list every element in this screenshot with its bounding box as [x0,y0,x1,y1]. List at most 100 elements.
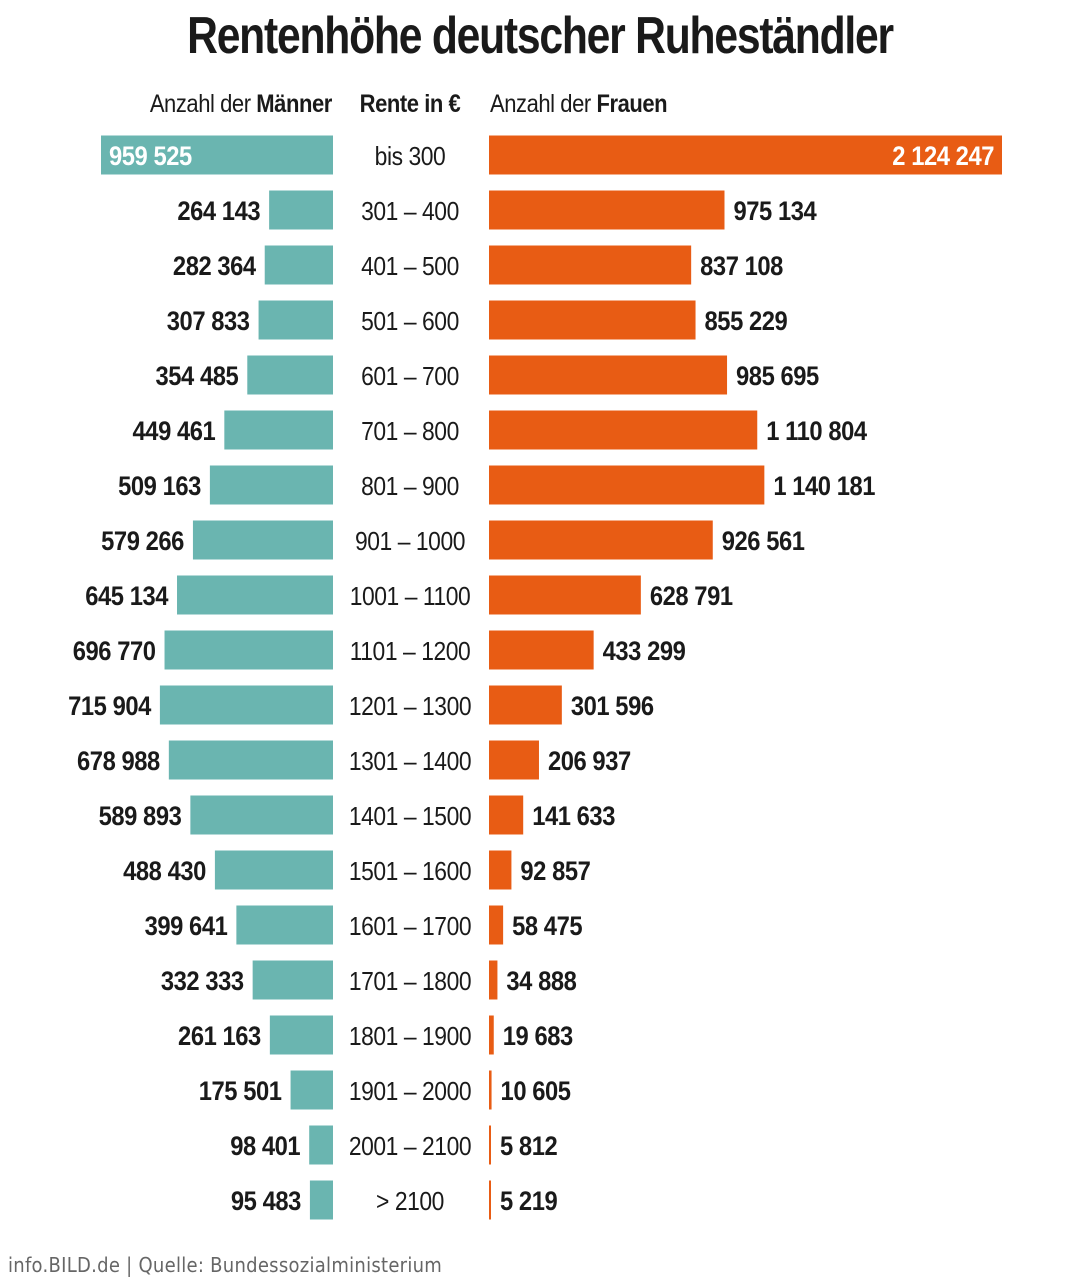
women-value-label: 58 475 [512,912,582,942]
women-bar [489,520,713,560]
women-bar [489,1070,492,1110]
men-bar [177,575,333,615]
category-label: 1501 – 1600 [349,858,471,887]
women-bar [489,1015,494,1055]
men-value-label: 261 163 [178,1022,261,1052]
men-value-label: 488 430 [123,857,206,887]
women-bar [489,135,1002,175]
women-bar [489,1125,491,1165]
women-column-header: Anzahl der Frauen [490,90,668,119]
women-value-label: 433 299 [603,637,686,667]
men-value-label: 399 641 [145,912,228,942]
category-label: 1801 – 1900 [349,1023,471,1052]
men-value-label: 715 904 [68,692,151,722]
category-label: 901 – 1000 [355,528,465,557]
men-bar [269,190,333,230]
men-value-label: 282 364 [173,252,256,282]
men-value-label: 95 483 [231,1187,301,1217]
men-value-label: 98 401 [230,1132,300,1162]
men-bar [309,1180,333,1220]
men-bar [309,1125,333,1165]
women-bar [489,245,692,285]
category-label: 701 – 800 [361,418,459,447]
women-bar [489,355,728,395]
men-bar [224,410,333,450]
men-column-header: Anzahl der Männer [150,90,332,119]
category-label: 601 – 700 [361,363,459,392]
women-value-label: 1 140 181 [773,472,875,502]
men-value-label: 579 266 [101,527,184,557]
men-bar [101,135,333,175]
women-bar [489,795,524,835]
men-bar [159,685,333,725]
men-value-label: 645 134 [85,582,168,612]
category-label: 401 – 500 [361,253,459,282]
women-value-label: 301 596 [571,692,654,722]
men-bar [252,960,333,1000]
women-bar [489,1180,491,1220]
women-bar [489,740,539,780]
men-value-label: 175 501 [199,1077,282,1107]
women-value-label: 5 812 [500,1132,558,1162]
women-value-label: 975 134 [733,197,816,227]
women-value-label: 855 229 [705,307,788,337]
men-value-label: 307 833 [167,307,250,337]
category-label: 1701 – 1800 [349,968,471,997]
category-label: 1901 – 2000 [349,1078,471,1107]
category-label: 501 – 600 [361,308,459,337]
men-bar [264,245,333,285]
men-bar [192,520,333,560]
women-bar [489,685,562,725]
women-value-label: 628 791 [650,582,733,612]
women-value-label: 92 857 [520,857,590,887]
women-bar [489,960,498,1000]
rente-column-header: Rente in € [359,90,461,118]
category-label: 1301 – 1400 [349,748,471,777]
men-value-label: 332 333 [161,967,244,997]
category-label: 1601 – 1700 [349,913,471,942]
category-label: 301 – 400 [361,198,459,227]
women-header-bold: Frauen [596,90,668,118]
women-bar [489,850,512,890]
category-label: > 2100 [376,1188,444,1217]
men-bar [190,795,333,835]
men-bar [290,1070,333,1110]
women-bar [489,190,725,230]
men-header-bold: Männer [256,90,332,118]
category-label: 801 – 900 [361,473,459,502]
men-value-label: 354 485 [156,362,239,392]
men-bar [214,850,333,890]
source-note: info.BILD.de | Quelle: Bundessozialminis… [8,1253,443,1277]
women-value-label: 5 219 [500,1187,558,1217]
category-label: 1201 – 1300 [349,693,471,722]
category-label: 2001 – 2100 [349,1133,471,1162]
women-value-label: 19 683 [503,1022,573,1052]
women-bar [489,300,696,340]
men-bar [168,740,333,780]
women-value-label: 34 888 [506,967,576,997]
women-value-label: 2 124 247 [892,142,994,172]
men-value-label: 696 770 [73,637,156,667]
women-bar [489,465,765,505]
women-value-label: 926 561 [722,527,805,557]
men-bar [236,905,333,945]
men-bar [164,630,333,670]
men-value-label: 509 163 [118,472,201,502]
chart-title: Rentenhöhe deutscher Ruheständler [187,7,894,65]
women-value-label: 837 108 [700,252,783,282]
men-value-label: 678 988 [77,747,160,777]
women-value-label: 206 937 [548,747,631,777]
category-label: bis 300 [375,143,446,172]
men-bar [269,1015,333,1055]
women-value-label: 1 110 804 [766,417,867,447]
men-value-label: 589 893 [99,802,182,832]
category-label: 1401 – 1500 [349,803,471,832]
men-value-label: 449 461 [133,417,216,447]
men-bar [258,300,333,340]
men-header-prefix: Anzahl der [149,90,257,118]
men-value-label: 959 525 [109,142,192,172]
women-value-label: 10 605 [501,1077,571,1107]
women-bar [489,630,594,670]
